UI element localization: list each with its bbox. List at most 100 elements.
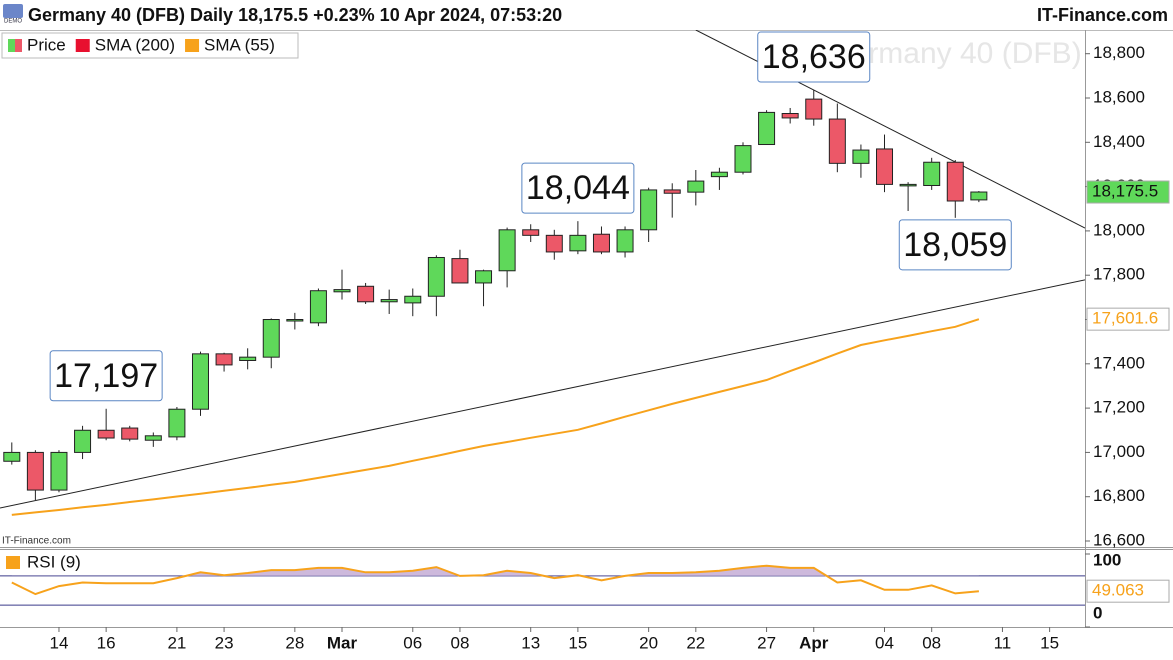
watermark: Germany 40 (DFB) — [828, 37, 1081, 70]
rsi-pane — [0, 564, 1085, 606]
annotation-box — [757, 31, 871, 83]
x-tick-label: 13 — [521, 633, 540, 652]
x-tick-label: 21 — [167, 633, 186, 652]
x-tick-label: 15 — [1040, 633, 1059, 652]
annotation-box — [49, 350, 163, 402]
y-tick-label: 18,800 — [1093, 43, 1145, 62]
y-tick-label: 17,000 — [1093, 442, 1145, 461]
last-value-label: 17,601.6 — [1092, 309, 1158, 328]
candle-body — [215, 353, 233, 366]
rsi-line — [11, 564, 979, 596]
sma-line — [11, 318, 980, 516]
y-tick-label: 17,200 — [1093, 398, 1145, 417]
rsi-y-tick-label: 0 — [1093, 603, 1102, 622]
x-tick-label: 04 — [875, 633, 894, 652]
y-tick-label: 17,800 — [1093, 265, 1145, 284]
candle-body — [262, 319, 280, 358]
candle-body — [333, 289, 351, 293]
last-value-box — [1086, 579, 1170, 603]
x-tick-label: 08 — [450, 633, 469, 652]
price-pane — [0, 30, 1085, 516]
candle-body — [828, 118, 846, 164]
annotation-label: 18,636 — [762, 38, 866, 76]
legend-label: SMA (200) — [95, 35, 175, 54]
credit: IT-Finance.com — [2, 536, 71, 547]
legend-swatch — [75, 39, 90, 52]
candle-body — [663, 189, 681, 194]
annotation-label: 18,044 — [526, 169, 630, 207]
candle-body — [616, 229, 634, 253]
x-tick-label: 08 — [922, 633, 941, 652]
y-tick-label: 18,600 — [1093, 87, 1145, 106]
legend-label: Price — [27, 35, 66, 54]
candle-body — [687, 180, 705, 193]
candle-body — [97, 429, 115, 439]
x-tick-label: 22 — [686, 633, 705, 652]
y-tick-label: 16,600 — [1093, 530, 1145, 549]
candle-body — [899, 183, 917, 187]
rsi-legend-swatch — [6, 556, 20, 569]
rsi-legend-label: RSI (9) — [27, 552, 81, 571]
x-tick-label: 11 — [994, 633, 1012, 652]
chart-title: Germany 40 (DFB) Daily 18,175.5 +0.23% 1… — [28, 5, 562, 25]
candle-body — [923, 161, 941, 186]
x-tick-label: 20 — [639, 633, 658, 652]
rsi-y-tick-label: 100 — [1093, 550, 1121, 569]
candle-body — [286, 319, 304, 322]
x-tick-label: 27 — [757, 633, 776, 652]
overlay: 16,60016,80017,00017,20017,40017,60017,8… — [1, 31, 1170, 652]
candle-body — [191, 353, 209, 410]
candle-body — [498, 229, 516, 272]
legend-box — [1, 32, 299, 59]
candle-body — [26, 451, 44, 491]
candle-body — [640, 189, 658, 231]
demo-icon — [3, 4, 23, 18]
y-tick-label: 16,800 — [1093, 486, 1145, 505]
candle-body — [239, 356, 257, 361]
candle-body — [522, 229, 540, 236]
candle-body — [168, 408, 186, 438]
candle-body — [545, 234, 563, 253]
candle-body — [758, 111, 776, 146]
candle-body — [970, 191, 988, 201]
source: IT-Finance.com — [1037, 5, 1168, 25]
x-tick-label: 28 — [285, 633, 304, 652]
candle-body — [3, 451, 21, 462]
x-tick-label: Mar — [327, 633, 358, 652]
candle-body — [144, 435, 162, 441]
annotation-box — [521, 162, 635, 214]
candle-body — [781, 113, 799, 119]
last-value-box — [1086, 180, 1170, 204]
y-tick-label: 18,000 — [1093, 220, 1145, 239]
x-tick-label: 06 — [403, 633, 422, 652]
candle-body — [451, 258, 469, 284]
x-tick-label: 16 — [97, 633, 116, 652]
candle-body — [380, 299, 398, 303]
legend-swatch — [15, 39, 22, 52]
legend-label: SMA (55) — [204, 35, 275, 54]
legend-swatch — [185, 39, 200, 52]
annotation-label: 17,197 — [54, 357, 158, 395]
candle-body — [852, 149, 870, 164]
legend-swatch — [8, 39, 15, 52]
candle-body — [74, 429, 92, 453]
candle-body — [357, 285, 375, 303]
candle-body — [121, 427, 139, 440]
candle-body — [946, 161, 964, 202]
candle-body — [50, 451, 68, 491]
annotation-box — [898, 219, 1012, 271]
candle-body — [475, 270, 493, 284]
last-value-label: 49.063 — [1092, 581, 1144, 600]
x-tick-label: Apr — [799, 633, 829, 652]
last-value-box — [1086, 307, 1170, 331]
candle-body — [805, 98, 823, 120]
y-tick-label: 18,400 — [1093, 132, 1145, 151]
candle-body — [569, 234, 587, 252]
last-value-label: 18,175.5 — [1092, 182, 1158, 201]
x-tick-label: 15 — [568, 633, 587, 652]
candle-body — [876, 148, 894, 185]
y-tick-label: 17,400 — [1093, 353, 1145, 372]
candle-body — [734, 145, 752, 173]
